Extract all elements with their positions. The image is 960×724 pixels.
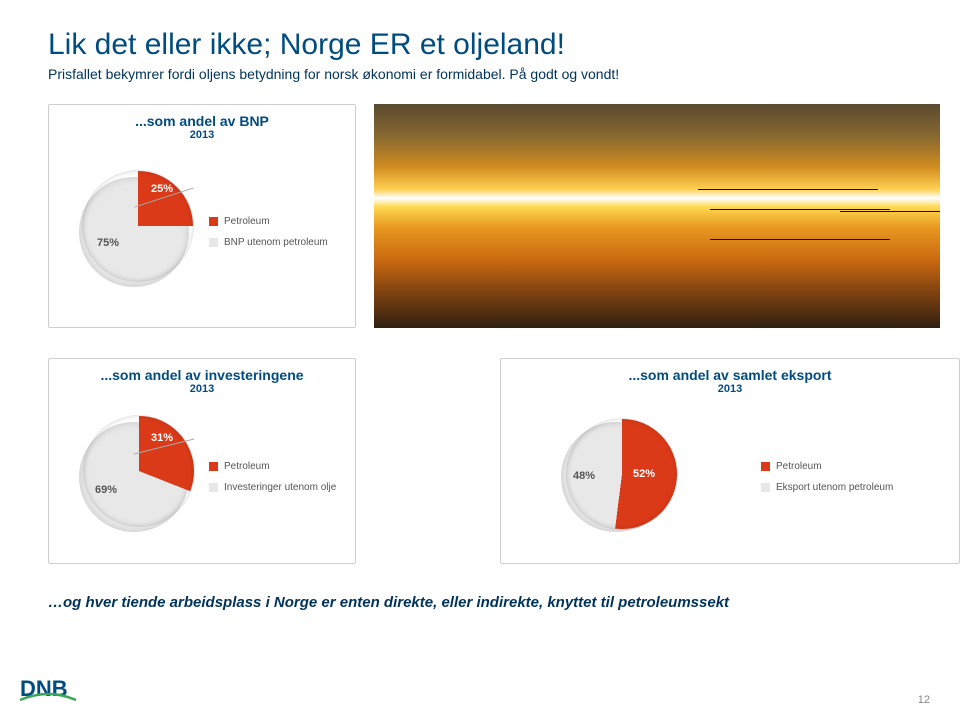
card-bnp-title: ...som andel av BNP [49,105,355,129]
pie-eksport-label-petroleum: 52% [633,468,655,480]
card-eksport-title: ...som andel av samlet eksport [501,359,959,383]
card-invest-title: ...som andel av investeringene [49,359,355,383]
legend-swatch-other [761,483,770,492]
legend-row: Eksport utenom petroleum [761,482,893,493]
legend-row: BNP utenom petroleum [209,237,328,248]
legend-label: Petroleum [224,461,270,472]
hero-photo-oil-sunset [374,104,940,328]
legend-eksport: Petroleum Eksport utenom petroleum [761,451,893,503]
card-bnp: ...som andel av BNP 2013 25% 75% Petrole… [48,104,356,328]
card-eksport: ...som andel av samlet eksport 2013 48% … [500,358,960,564]
pie-eksport: 48% 52% [561,422,671,532]
legend-swatch-petroleum [209,462,218,471]
legend-label: Investeringer utenom olje [224,482,336,493]
legend-swatch-other [209,483,218,492]
legend-label: Eksport utenom petroleum [776,482,893,493]
legend-invest: Petroleum Investeringer utenom olje [209,451,336,503]
legend-row: Petroleum [209,216,328,227]
legend-label: Petroleum [776,461,822,472]
card-invest: ...som andel av investeringene 2013 31% … [48,358,356,564]
pie-bnp-label-other: 75% [97,237,119,249]
legend-row: Petroleum [761,461,893,472]
legend-row: Investeringer utenom olje [209,482,336,493]
page-number: 12 [918,694,930,706]
legend-row: Petroleum [209,461,336,472]
legend-swatch-other [209,238,218,247]
footer-text: …og hver tiende arbeidsplass i Norge er … [48,594,960,611]
legend-bnp: Petroleum BNP utenom petroleum [209,206,328,258]
pie-bnp: 25% 75% [79,177,189,287]
legend-swatch-petroleum [209,217,218,226]
card-invest-year: 2013 [49,383,355,395]
dnb-logo: DNB [20,674,100,704]
page-title: Lik det eller ikke; Norge ER et oljeland… [48,28,565,62]
pie-invest: 31% 69% [79,422,189,532]
card-eksport-year: 2013 [501,383,959,395]
pie-eksport-label-other: 48% [573,470,595,482]
pie-invest-label-petroleum: 31% [151,432,173,444]
pie-invest-label-other: 69% [95,484,117,496]
legend-swatch-petroleum [761,462,770,471]
legend-label: Petroleum [224,216,270,227]
page-subtitle: Prisfallet bekymrer fordi oljens betydni… [48,66,619,82]
card-bnp-year: 2013 [49,129,355,141]
pie-bnp-label-petroleum: 25% [151,183,173,195]
legend-label: BNP utenom petroleum [224,237,328,248]
